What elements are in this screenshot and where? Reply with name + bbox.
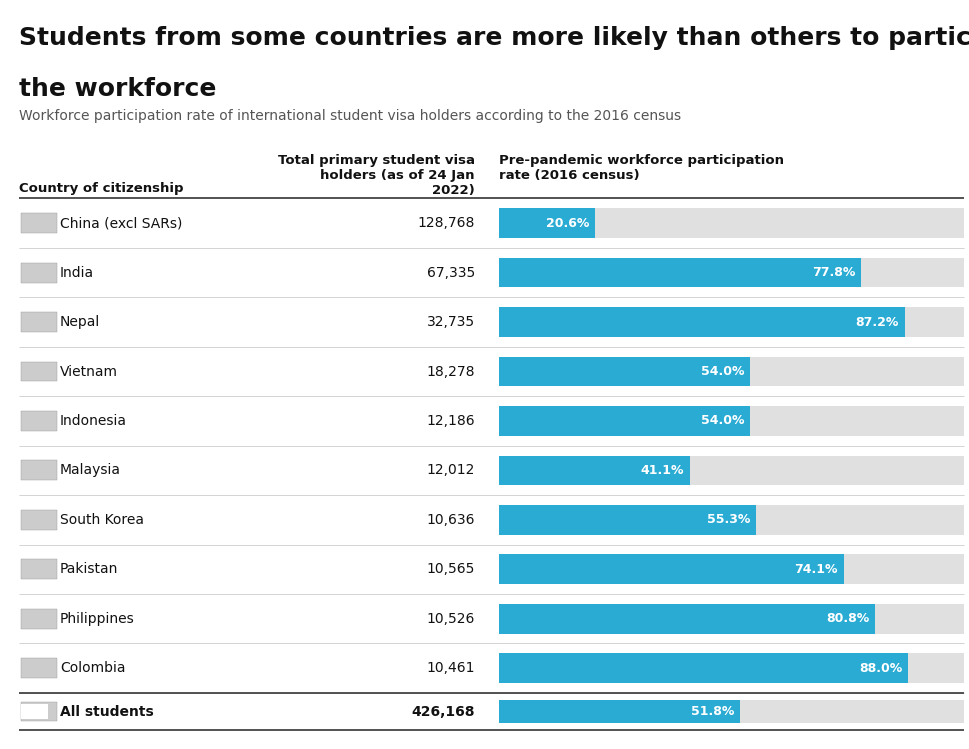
Text: 41.1%: 41.1%: [641, 464, 684, 477]
FancyBboxPatch shape: [499, 554, 844, 584]
FancyBboxPatch shape: [21, 658, 57, 678]
Text: Total primary student visa
holders (as of 24 Jan
2022): Total primary student visa holders (as o…: [278, 154, 475, 196]
Text: 20.6%: 20.6%: [546, 216, 589, 230]
FancyBboxPatch shape: [499, 258, 964, 288]
FancyBboxPatch shape: [21, 560, 57, 579]
FancyBboxPatch shape: [21, 461, 57, 480]
Text: Nepal: Nepal: [60, 315, 101, 329]
FancyBboxPatch shape: [499, 208, 964, 238]
FancyBboxPatch shape: [499, 258, 860, 288]
Text: Country of citizenship: Country of citizenship: [19, 182, 184, 195]
Text: China (excl SARs): China (excl SARs): [60, 216, 182, 230]
Text: Workforce participation rate of international student visa holders according to : Workforce participation rate of internat…: [19, 109, 681, 123]
Text: 74.1%: 74.1%: [795, 562, 838, 576]
FancyBboxPatch shape: [21, 312, 57, 332]
Text: 12,012: 12,012: [426, 464, 475, 477]
Text: 87.2%: 87.2%: [856, 315, 899, 329]
Text: 88.0%: 88.0%: [860, 661, 902, 675]
Text: South Korea: South Korea: [60, 513, 144, 527]
Text: 55.3%: 55.3%: [707, 513, 750, 527]
Text: the workforce: the workforce: [19, 77, 217, 101]
Text: Vietnam: Vietnam: [60, 365, 118, 378]
FancyBboxPatch shape: [499, 505, 756, 535]
Text: Indonesia: Indonesia: [60, 414, 127, 428]
Text: Students from some countries are more likely than others to participate in: Students from some countries are more li…: [19, 26, 969, 50]
FancyBboxPatch shape: [499, 700, 964, 723]
FancyBboxPatch shape: [499, 208, 595, 238]
Text: Pre-pandemic workforce participation
rate (2016 census): Pre-pandemic workforce participation rat…: [499, 154, 784, 181]
FancyBboxPatch shape: [21, 411, 57, 431]
FancyBboxPatch shape: [21, 704, 48, 719]
FancyBboxPatch shape: [21, 510, 57, 530]
FancyBboxPatch shape: [499, 406, 964, 436]
FancyBboxPatch shape: [499, 307, 964, 337]
Text: 51.8%: 51.8%: [691, 705, 735, 718]
Text: All students: All students: [60, 705, 154, 718]
FancyBboxPatch shape: [499, 653, 908, 683]
FancyBboxPatch shape: [499, 700, 740, 723]
Text: 426,168: 426,168: [411, 705, 475, 718]
FancyBboxPatch shape: [499, 604, 964, 634]
FancyBboxPatch shape: [499, 554, 964, 584]
Text: Philippines: Philippines: [60, 612, 135, 625]
FancyBboxPatch shape: [21, 702, 57, 721]
Text: 54.0%: 54.0%: [701, 414, 744, 428]
Text: India: India: [60, 266, 94, 279]
Text: 77.8%: 77.8%: [812, 266, 855, 279]
FancyBboxPatch shape: [499, 455, 690, 485]
Text: 18,278: 18,278: [426, 365, 475, 378]
Text: 32,735: 32,735: [426, 315, 475, 329]
FancyBboxPatch shape: [499, 653, 964, 683]
Text: Colombia: Colombia: [60, 661, 126, 675]
FancyBboxPatch shape: [499, 505, 964, 535]
Text: Pakistan: Pakistan: [60, 562, 118, 576]
FancyBboxPatch shape: [21, 362, 57, 381]
FancyBboxPatch shape: [499, 357, 750, 386]
FancyBboxPatch shape: [499, 604, 875, 634]
FancyBboxPatch shape: [499, 406, 750, 436]
Text: 10,461: 10,461: [426, 661, 475, 675]
Text: 80.8%: 80.8%: [826, 612, 869, 625]
Text: 10,636: 10,636: [426, 513, 475, 527]
FancyBboxPatch shape: [499, 357, 964, 386]
FancyBboxPatch shape: [21, 263, 57, 282]
FancyBboxPatch shape: [499, 307, 905, 337]
Text: Malaysia: Malaysia: [60, 464, 121, 477]
FancyBboxPatch shape: [21, 213, 57, 233]
Text: 10,565: 10,565: [426, 562, 475, 576]
Text: 12,186: 12,186: [426, 414, 475, 428]
Text: 54.0%: 54.0%: [701, 365, 744, 378]
FancyBboxPatch shape: [21, 609, 57, 628]
Text: 67,335: 67,335: [426, 266, 475, 279]
Text: 10,526: 10,526: [426, 612, 475, 625]
Text: 128,768: 128,768: [418, 216, 475, 230]
FancyBboxPatch shape: [499, 455, 964, 485]
